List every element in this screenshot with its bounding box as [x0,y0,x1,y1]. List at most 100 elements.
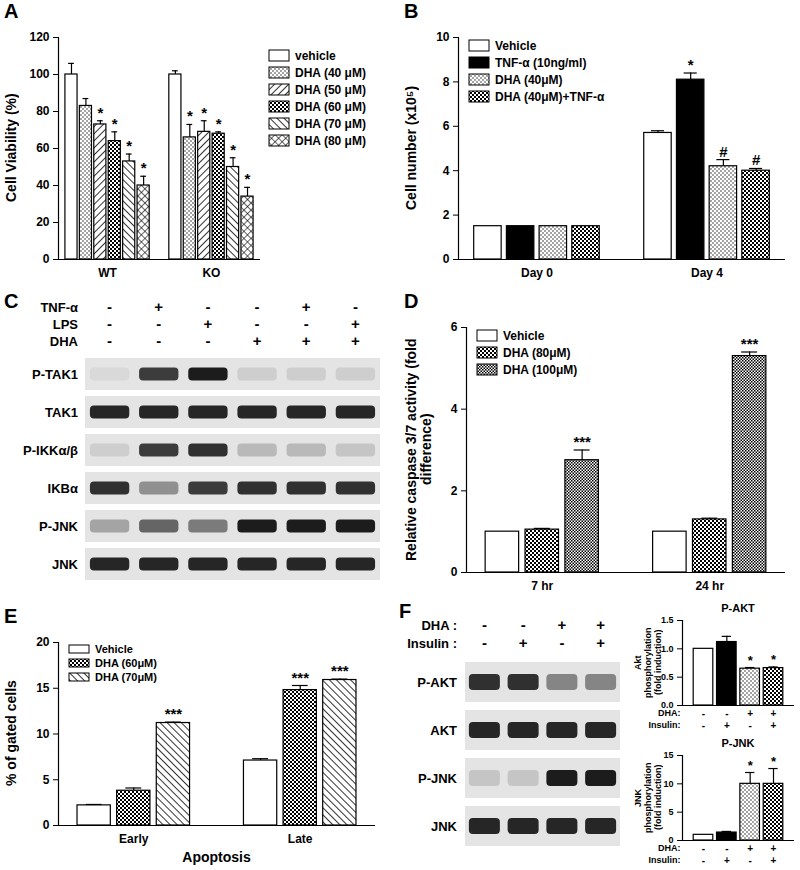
svg-text:#: # [752,151,761,168]
svg-text:-: - [748,720,751,731]
svg-text:+: + [771,855,777,866]
svg-text:Day 0: Day 0 [521,266,553,280]
svg-text:0: 0 [443,252,450,266]
svg-text:*: * [112,115,118,132]
svg-text:-: - [255,315,260,332]
svg-text:0: 0 [43,252,50,266]
svg-text:-: - [205,298,210,315]
svg-text:-: - [156,315,161,332]
svg-text:0.5: 0.5 [661,672,674,682]
svg-text:4: 4 [443,164,450,178]
svg-text:*: * [216,115,222,132]
svg-text:5: 5 [43,773,50,787]
svg-text:24 hr: 24 hr [695,579,724,593]
svg-text:5: 5 [668,807,673,817]
svg-text:+: + [724,720,730,731]
svg-text:*: * [245,170,251,187]
svg-text:6: 6 [443,119,450,133]
svg-text:15: 15 [663,750,673,760]
svg-text:-: - [107,332,112,349]
svg-text:1.5: 1.5 [661,615,674,625]
svg-text:-: - [482,616,487,633]
svg-text:*: * [771,754,777,769]
svg-text:-: - [702,843,705,854]
svg-text:-: - [748,855,751,866]
svg-text:P-IKKα/β: P-IKKα/β [23,443,78,458]
svg-text:-: - [702,720,705,731]
svg-text:DHA:: DHA: [658,708,681,718]
svg-text:DHA:: DHA: [658,843,681,853]
svg-text:-: - [156,332,161,349]
svg-text:-: - [205,332,210,349]
svg-text:-: - [559,634,564,651]
svg-text:Insulin:: Insulin: [649,855,681,865]
svg-text:+: + [596,616,605,633]
svg-text:8: 8 [443,75,450,89]
svg-text:-: - [353,298,358,315]
svg-text:-: - [107,315,112,332]
svg-text:+: + [302,298,311,315]
svg-text:P-JNK: P-JNK [39,519,79,534]
svg-text:Insulin:: Insulin: [649,720,681,730]
svg-text:120: 120 [29,30,49,44]
svg-text:0: 0 [451,565,458,579]
svg-text:P-AKT: P-AKT [417,675,457,690]
svg-text:0: 0 [43,818,50,832]
svg-text:*: * [201,104,207,121]
svg-text:P-JNK: P-JNK [418,771,458,786]
svg-text:*: * [230,141,236,158]
svg-text:*: * [97,104,103,121]
svg-text:-: - [255,298,260,315]
svg-text:LPS: LPS [53,317,79,332]
svg-text:DHA: DHA [50,334,79,349]
svg-text:80: 80 [36,104,50,118]
svg-text:+: + [253,332,262,349]
svg-text:-: - [304,315,309,332]
svg-text:15: 15 [36,681,50,695]
svg-text:-: - [702,708,705,719]
svg-text:+: + [302,332,311,349]
svg-text:Day 4: Day 4 [691,266,723,280]
svg-text:60: 60 [36,141,50,155]
svg-text:+: + [596,634,605,651]
svg-text:10: 10 [36,727,50,741]
svg-text:KO: KO [202,266,220,280]
svg-text:*: * [771,652,777,667]
svg-text:IKBα: IKBα [48,481,78,496]
svg-text:-: - [482,634,487,651]
svg-text:*: * [141,159,147,176]
svg-text:+: + [154,298,163,315]
svg-text:+: + [747,708,753,719]
svg-text:DHA :: DHA : [421,618,457,633]
svg-text:+: + [351,315,360,332]
svg-text:TAK1: TAK1 [45,405,78,420]
svg-text:-: - [521,616,526,633]
svg-text:+: + [747,843,753,854]
svg-text:4: 4 [451,402,458,416]
svg-text:-: - [702,855,705,866]
svg-text:1.0: 1.0 [661,644,674,654]
svg-text:P-TAK1: P-TAK1 [32,367,78,382]
svg-text:#: # [719,143,728,160]
svg-text:+: + [771,708,777,719]
svg-text:-: - [107,298,112,315]
svg-text:*: * [126,137,132,154]
svg-text:WT: WT [98,266,117,280]
svg-text:AKT: AKT [430,723,457,738]
svg-text:Insulin :: Insulin : [407,636,457,651]
svg-text:+: + [519,634,528,651]
svg-text:TNF-α: TNF-α [40,300,78,315]
svg-text:***: *** [741,335,759,352]
svg-text:*: * [187,107,193,124]
svg-text:*: * [748,758,754,773]
svg-text:2: 2 [451,484,458,498]
svg-text:JNK: JNK [431,819,458,834]
svg-text:40: 40 [36,178,50,192]
svg-text:20: 20 [36,635,50,649]
svg-text:10: 10 [436,30,450,44]
svg-text:+: + [724,855,730,866]
svg-text:***: *** [291,669,309,686]
svg-text:*: * [748,653,754,668]
svg-text:2: 2 [443,208,450,222]
svg-text:***: *** [165,705,183,722]
